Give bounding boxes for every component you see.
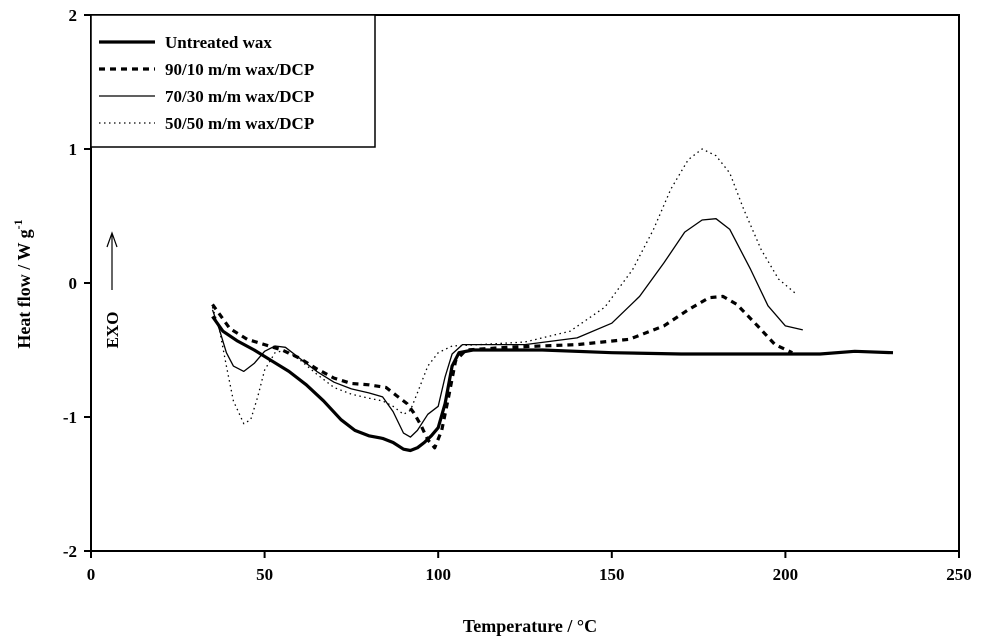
x-tick-label: 250 bbox=[946, 565, 972, 584]
axes bbox=[84, 14, 960, 558]
x-tick-label: 200 bbox=[773, 565, 799, 584]
series-lines bbox=[211, 148, 894, 453]
series-line-70-30-m-m-wax-dcp bbox=[211, 218, 803, 438]
exo-annotation: EXO bbox=[103, 231, 122, 349]
tick-labels: 0 50 100 150 200 250 -2 -1 0 1 2 bbox=[63, 6, 972, 584]
x-tick-label: 100 bbox=[425, 565, 451, 584]
y-tick-label: 0 bbox=[69, 274, 78, 293]
series-line-untreated-wax bbox=[211, 315, 894, 453]
x-tick-label: 150 bbox=[599, 565, 625, 584]
y-axis-title-main: Heat flow / W g bbox=[14, 229, 34, 348]
x-tick-label: 50 bbox=[256, 565, 273, 584]
legend: Untreated wax 90/10 m/m wax/DCP 70/30 m/m … bbox=[90, 14, 376, 148]
series-line-90-10-m-m-wax-dcp bbox=[211, 294, 793, 450]
y-axis-title: Heat flow / W g-1 bbox=[11, 219, 34, 348]
legend-box bbox=[90, 14, 376, 148]
y-tick-label: 1 bbox=[69, 140, 78, 159]
exo-label: EXO bbox=[103, 312, 122, 349]
x-axis-title: Temperature / °C bbox=[463, 616, 597, 636]
x-tick-label: 0 bbox=[87, 565, 96, 584]
legend-label-70-30-m-m-wax-dcp: 70/30 m/m wax/DCP bbox=[165, 87, 314, 106]
exo-arrow-head bbox=[106, 231, 118, 248]
y-axis-title-sup: -1 bbox=[11, 219, 25, 229]
y-tick-label: 2 bbox=[69, 6, 78, 25]
y-tick-label: -2 bbox=[63, 542, 77, 561]
legend-label-90-10-m-m-wax-dcp: 90/10 m/m wax/DCP bbox=[165, 60, 314, 79]
series-line-50-50-m-m-wax-dcp bbox=[211, 148, 797, 425]
legend-label-untreated-wax: Untreated wax bbox=[165, 33, 272, 52]
y-tick-label: -1 bbox=[63, 408, 77, 427]
legend-label-50-50-m-m-wax-dcp: 50/50 m/m wax/DCP bbox=[165, 114, 314, 133]
